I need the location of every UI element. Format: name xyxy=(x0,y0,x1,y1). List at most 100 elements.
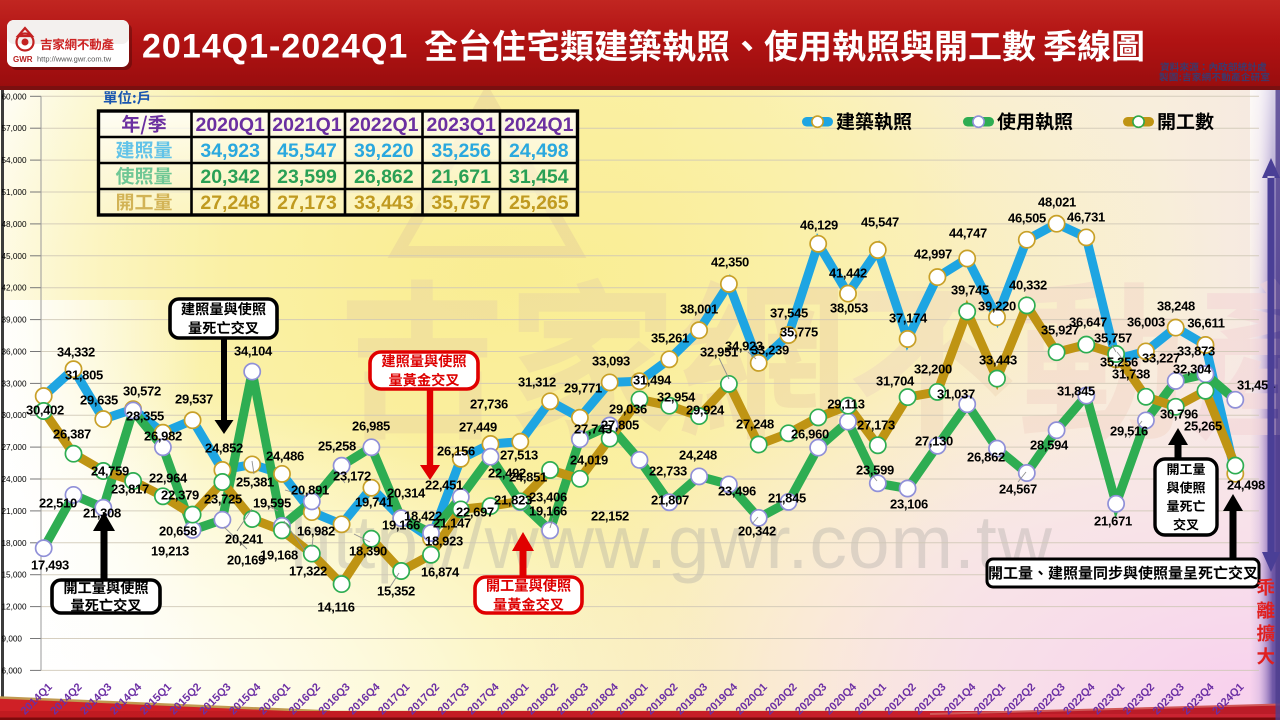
svg-text:25,265: 25,265 xyxy=(1184,419,1222,434)
svg-text:24,852: 24,852 xyxy=(205,441,243,456)
svg-text:42,997: 42,997 xyxy=(914,247,952,262)
svg-text:27,736: 27,736 xyxy=(470,397,508,412)
svg-text:48,021: 48,021 xyxy=(1038,195,1076,210)
svg-text:25,381: 25,381 xyxy=(236,475,274,490)
svg-text:19,741: 19,741 xyxy=(355,495,393,510)
svg-text:21,671: 21,671 xyxy=(431,166,491,188)
svg-text:35,775: 35,775 xyxy=(780,325,818,340)
svg-text:32,954: 32,954 xyxy=(657,390,696,405)
svg-text:21,000: 21,000 xyxy=(2,507,27,516)
svg-text:46,731: 46,731 xyxy=(1067,210,1105,225)
svg-text:12,000: 12,000 xyxy=(2,603,27,612)
svg-text:24,759: 24,759 xyxy=(91,464,129,479)
svg-text:31,037: 31,037 xyxy=(937,387,975,402)
svg-text:24,567: 24,567 xyxy=(999,482,1037,497)
svg-text:27,248: 27,248 xyxy=(736,417,774,432)
svg-text:22,451: 22,451 xyxy=(425,478,463,493)
svg-text:29,516: 29,516 xyxy=(1110,424,1148,439)
svg-text:31,494: 31,494 xyxy=(633,373,672,388)
svg-text:22,492: 22,492 xyxy=(488,466,526,481)
svg-text:23,172: 23,172 xyxy=(333,469,371,484)
svg-text:45,547: 45,547 xyxy=(277,140,337,162)
svg-text:46,505: 46,505 xyxy=(1008,211,1046,226)
svg-text:17,493: 17,493 xyxy=(31,558,69,573)
svg-text:23,106: 23,106 xyxy=(890,497,928,512)
svg-text:17,322: 17,322 xyxy=(289,564,327,579)
svg-text:29,635: 29,635 xyxy=(80,393,118,408)
svg-text:29,036: 29,036 xyxy=(609,402,647,417)
svg-text:20,891: 20,891 xyxy=(291,483,329,498)
svg-text:6,000: 6,000 xyxy=(2,666,23,675)
svg-text:42,350: 42,350 xyxy=(711,255,749,270)
svg-text:38,248: 38,248 xyxy=(1157,299,1195,314)
svg-text:27,805: 27,805 xyxy=(601,418,639,433)
svg-text:22,733: 22,733 xyxy=(649,464,687,479)
svg-text:18,390: 18,390 xyxy=(349,544,387,559)
svg-text:25,258: 25,258 xyxy=(318,439,356,454)
svg-text:34,923: 34,923 xyxy=(725,339,763,354)
svg-text:40,332: 40,332 xyxy=(1009,278,1047,293)
svg-text:44,747: 44,747 xyxy=(949,226,987,241)
svg-text:54,000: 54,000 xyxy=(2,156,27,165)
svg-text:36,611: 36,611 xyxy=(1187,316,1224,331)
svg-text:33,000: 33,000 xyxy=(2,379,27,388)
svg-text:31,454: 31,454 xyxy=(1237,378,1276,393)
svg-text:21,845: 21,845 xyxy=(768,491,806,506)
svg-text:34,104: 34,104 xyxy=(234,344,273,359)
svg-text:24,000: 24,000 xyxy=(2,475,27,484)
svg-text:22,379: 22,379 xyxy=(161,488,199,503)
svg-text:20,241: 20,241 xyxy=(225,532,263,547)
svg-text:30,000: 30,000 xyxy=(2,411,27,420)
svg-text:16,874: 16,874 xyxy=(421,565,460,580)
svg-text:18,000: 18,000 xyxy=(2,539,27,548)
svg-text:20,342: 20,342 xyxy=(200,166,260,188)
svg-text:32,304: 32,304 xyxy=(1173,362,1212,377)
svg-text:2023Q1: 2023Q1 xyxy=(426,114,496,136)
svg-text:18,923: 18,923 xyxy=(425,534,463,549)
svg-text:31,704: 31,704 xyxy=(876,374,915,389)
svg-text:18,422: 18,422 xyxy=(404,509,442,524)
svg-text:http://www.gwr.com.tw: http://www.gwr.com.tw xyxy=(290,500,1053,584)
svg-text:41,442: 41,442 xyxy=(829,266,867,281)
svg-text:31,845: 31,845 xyxy=(1057,384,1095,399)
svg-text:38,053: 38,053 xyxy=(830,301,868,316)
svg-text:20,314: 20,314 xyxy=(387,486,426,501)
svg-text:46,129: 46,129 xyxy=(800,218,838,233)
svg-text:29,771: 29,771 xyxy=(564,381,602,396)
svg-text:31,312: 31,312 xyxy=(518,375,556,390)
svg-text:26,862: 26,862 xyxy=(967,450,1005,465)
svg-text:26,985: 26,985 xyxy=(352,419,390,434)
svg-text:27,449: 27,449 xyxy=(459,420,497,435)
svg-text:19,213: 19,213 xyxy=(151,544,189,559)
svg-text:35,256: 35,256 xyxy=(431,140,491,162)
svg-text:30,572: 30,572 xyxy=(123,384,161,399)
svg-text:20,169: 20,169 xyxy=(227,553,265,568)
svg-text:24,498: 24,498 xyxy=(509,140,569,162)
svg-text:23,496: 23,496 xyxy=(718,484,756,499)
svg-text:36,003: 36,003 xyxy=(1127,315,1165,330)
svg-text:15,000: 15,000 xyxy=(2,571,27,580)
svg-text:36,000: 36,000 xyxy=(2,348,27,357)
svg-text:51,000: 51,000 xyxy=(2,188,27,197)
svg-text:37,174: 37,174 xyxy=(889,311,928,326)
svg-text:24,248: 24,248 xyxy=(679,448,717,463)
svg-text:36,647: 36,647 xyxy=(1069,315,1107,330)
svg-text:39,220: 39,220 xyxy=(354,140,414,162)
svg-text:22,152: 22,152 xyxy=(591,509,629,524)
svg-text:35,757: 35,757 xyxy=(1094,331,1132,346)
svg-text:28,355: 28,355 xyxy=(126,409,164,424)
svg-text:30,402: 30,402 xyxy=(26,403,64,418)
svg-text:24,498: 24,498 xyxy=(1227,478,1265,493)
svg-text:35,256: 35,256 xyxy=(1100,355,1138,370)
svg-text:24,851: 24,851 xyxy=(509,470,547,485)
svg-text:19,166: 19,166 xyxy=(529,504,567,519)
svg-text:21,823: 21,823 xyxy=(494,493,532,508)
svg-text:21,671: 21,671 xyxy=(1094,514,1132,529)
svg-text:33,227: 33,227 xyxy=(1142,351,1180,366)
svg-text:39,745: 39,745 xyxy=(951,283,989,298)
svg-text:27,000: 27,000 xyxy=(2,443,27,452)
svg-text:32,200: 32,200 xyxy=(914,362,952,377)
svg-text:33,873: 33,873 xyxy=(1177,344,1215,359)
svg-text:GWR: GWR xyxy=(13,55,33,64)
svg-text:http://www.gwr.com.tw: http://www.gwr.com.tw xyxy=(37,55,112,64)
